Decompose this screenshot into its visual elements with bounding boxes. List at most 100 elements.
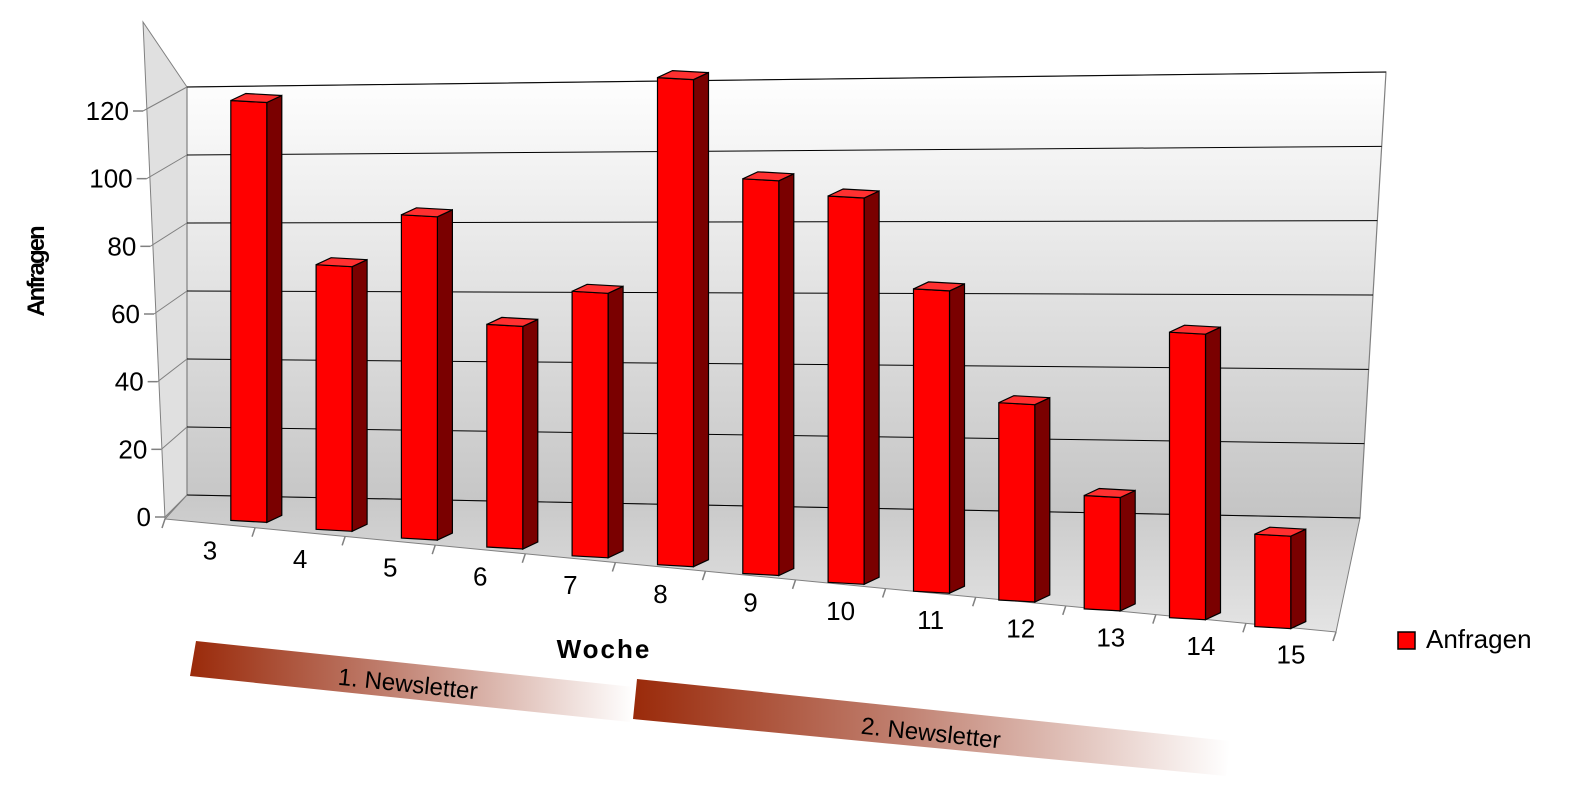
newsletter-banner-2: 2. Newsletter xyxy=(633,679,1230,776)
bar xyxy=(912,281,966,595)
y-tick-label: 60 xyxy=(111,299,140,329)
y-axis-ticks: 0 20 40 60 80 100 120 xyxy=(86,96,165,532)
bar-side xyxy=(1119,489,1136,612)
x-tick-mark xyxy=(431,544,436,555)
y-tick-label: 100 xyxy=(89,164,132,194)
bar-top xyxy=(998,395,1051,406)
gridline-side xyxy=(146,154,188,180)
bar-top xyxy=(1254,526,1307,537)
bar-side xyxy=(1034,396,1051,603)
bar-top xyxy=(1083,487,1136,499)
x-axis-categories: 3 4 5 6 7 8 9 10 11 12 13 14 15 xyxy=(161,518,1337,670)
y-tick-label: 120 xyxy=(86,96,129,126)
x-category-label: 12 xyxy=(1006,614,1035,644)
side-wall xyxy=(142,20,188,521)
gridline-side xyxy=(164,494,188,518)
bar-front xyxy=(998,402,1036,603)
bar-side xyxy=(863,190,880,586)
x-tick-mark xyxy=(1062,605,1067,616)
y-tick-label: 80 xyxy=(107,231,136,261)
bar xyxy=(571,283,624,559)
x-category-label: 13 xyxy=(1096,622,1125,652)
y-tick-label: 40 xyxy=(115,367,144,397)
bar-top xyxy=(315,257,368,268)
bar xyxy=(656,69,710,568)
gridline-side xyxy=(161,426,188,450)
x-tick-mark xyxy=(791,579,797,590)
x-category-label: 8 xyxy=(653,579,667,609)
bar-front xyxy=(656,76,695,568)
bar xyxy=(1254,526,1307,630)
x-tick-mark xyxy=(701,570,707,581)
x-tick-mark xyxy=(1242,623,1247,633)
bar xyxy=(486,316,539,550)
bar-side xyxy=(1290,528,1307,630)
x-tick-mark xyxy=(1152,614,1157,624)
bar-top xyxy=(827,188,880,199)
bar xyxy=(1168,324,1222,621)
bar-front xyxy=(486,323,524,550)
x-tick-mark xyxy=(881,588,887,598)
bar-front xyxy=(400,214,438,541)
bars xyxy=(230,69,1307,630)
y-axis-label: Anfragen xyxy=(23,226,50,317)
x-category-label: 7 xyxy=(563,570,577,600)
bar-side xyxy=(1204,326,1222,621)
bar-front xyxy=(315,264,353,532)
x-category-label: 5 xyxy=(383,553,397,583)
bar-front xyxy=(1168,331,1207,621)
x-category-label: 14 xyxy=(1186,631,1215,661)
bar-side xyxy=(778,172,795,577)
gridline-side xyxy=(142,86,188,112)
bar-front xyxy=(230,99,268,524)
bar-top xyxy=(401,207,453,218)
x-tick-mark xyxy=(161,518,166,529)
x-axis-label: Woche xyxy=(557,634,652,664)
bar-front xyxy=(1083,494,1121,612)
bar-front xyxy=(827,195,865,585)
gridline-side xyxy=(153,290,188,315)
bar xyxy=(230,92,283,524)
bar xyxy=(315,257,368,533)
gridline-side xyxy=(157,358,188,383)
x-tick-mark xyxy=(251,527,256,537)
bar-front xyxy=(571,290,609,559)
bar xyxy=(827,188,880,586)
bar-side xyxy=(692,71,710,568)
bar-front xyxy=(742,178,780,577)
x-category-label: 6 xyxy=(473,561,487,591)
bar-top xyxy=(486,316,539,328)
x-category-label: 4 xyxy=(293,544,307,574)
bar-side xyxy=(607,285,624,559)
bar xyxy=(742,171,795,577)
bar-side xyxy=(351,258,368,533)
bar-top xyxy=(1169,324,1221,335)
bar xyxy=(1083,487,1136,612)
bar-top xyxy=(913,281,965,292)
x-category-label: 15 xyxy=(1277,640,1306,670)
x-tick-mark xyxy=(1332,631,1337,642)
bar-front xyxy=(912,288,951,594)
y-tick-label: 20 xyxy=(118,434,147,464)
bar-top xyxy=(571,283,624,294)
y-tick-label: 0 xyxy=(137,502,151,532)
x-tick-mark xyxy=(611,562,617,572)
legend-label: Anfragen xyxy=(1426,624,1532,654)
bar-side xyxy=(948,282,966,595)
x-category-label: 3 xyxy=(203,535,217,565)
bar-top xyxy=(230,92,283,104)
legend: Anfragen xyxy=(1397,624,1532,654)
bar xyxy=(400,207,453,542)
bar xyxy=(998,395,1051,603)
gridline-side xyxy=(150,222,188,247)
gridline xyxy=(186,145,1382,156)
bar-side xyxy=(436,208,453,542)
x-category-label: 10 xyxy=(826,596,855,626)
legend-swatch xyxy=(1397,631,1416,650)
x-tick-mark xyxy=(341,536,346,546)
bar-side xyxy=(522,318,539,550)
x-tick-mark xyxy=(521,553,527,564)
x-category-label: 11 xyxy=(917,605,944,635)
x-tick-mark xyxy=(971,596,977,607)
